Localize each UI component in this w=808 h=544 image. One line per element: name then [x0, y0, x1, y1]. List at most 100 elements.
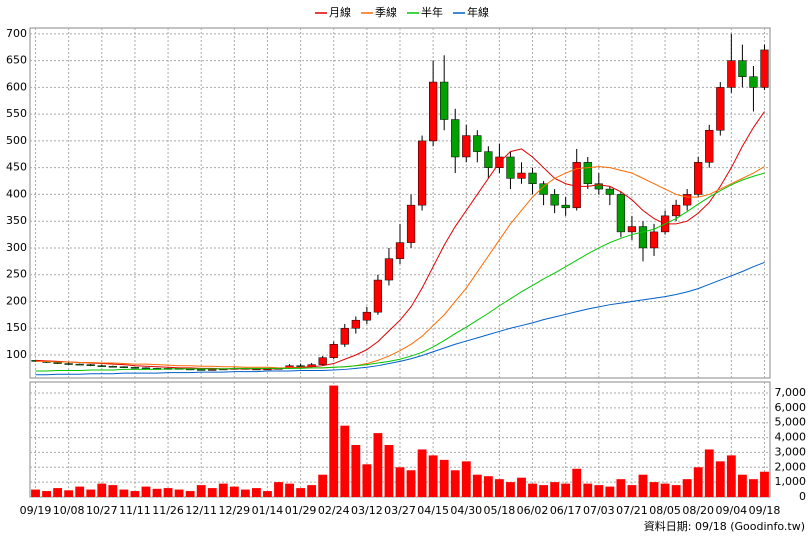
legend-label: 季線 — [375, 5, 397, 19]
volume-bar — [75, 486, 85, 497]
candle-body — [451, 119, 460, 158]
volume-bar — [450, 470, 460, 497]
volume-bar — [329, 385, 339, 497]
legend-label: 月線 — [329, 5, 351, 19]
y-tick-label: 350 — [6, 214, 27, 227]
ma-line — [35, 111, 765, 370]
y2-tick-label: 0 — [799, 490, 806, 503]
x-tick-label: 03/12 — [351, 504, 383, 517]
candle-body — [329, 344, 338, 358]
y-tick-label: 200 — [6, 294, 27, 307]
candle-body — [462, 135, 471, 158]
candle-body — [141, 367, 151, 370]
volume-bar — [594, 485, 604, 497]
x-tick-label: 11/11 — [119, 504, 151, 517]
volume-bar — [439, 459, 449, 497]
volume-bar — [627, 485, 637, 497]
ma-line — [35, 261, 765, 376]
x-tick-label: 11/26 — [152, 504, 184, 517]
x-tick-label: 01/14 — [252, 504, 284, 517]
x-tick-label: 06/02 — [517, 504, 549, 517]
volume-bar — [152, 488, 162, 497]
volume-bar — [274, 482, 283, 497]
volume-bar — [693, 467, 703, 497]
candle-body — [130, 367, 140, 369]
volume-bar — [395, 467, 405, 497]
x-tick-label: 07/21 — [616, 504, 648, 517]
candle-body — [539, 183, 548, 195]
ma-line — [35, 166, 765, 369]
candle-body — [506, 156, 515, 179]
volume-bar — [340, 425, 350, 497]
volume-bar — [583, 483, 593, 497]
candle-body — [417, 140, 427, 206]
candle-body — [605, 188, 614, 195]
volume-bar — [428, 455, 438, 497]
candle-body — [749, 76, 758, 88]
volume-bar — [53, 488, 63, 497]
x-tick-label: 08/05 — [649, 504, 681, 517]
volume-bar — [682, 479, 692, 497]
x-tick-label: 05/18 — [484, 504, 516, 517]
volume-bar — [362, 464, 372, 497]
candle-body — [97, 365, 106, 367]
volume-bar — [550, 482, 560, 497]
x-tick-label: 02/24 — [318, 504, 350, 517]
candle-body — [473, 135, 482, 152]
volume-bar — [296, 488, 306, 497]
y-tick-label: 300 — [6, 241, 27, 254]
candle-body — [550, 194, 559, 206]
volume-bar — [119, 489, 129, 497]
volume-bar — [660, 483, 670, 497]
candle-body — [208, 369, 217, 371]
candle-body — [108, 365, 117, 368]
candle-body — [738, 60, 747, 77]
candle-body — [561, 204, 570, 209]
x-tick-label: 01/29 — [285, 504, 317, 517]
x-tick-label: 12/29 — [218, 504, 250, 517]
volume-bar — [417, 449, 427, 497]
candle-body — [119, 366, 128, 369]
candle-body — [86, 364, 95, 366]
candle-body — [528, 172, 537, 184]
volume-bar — [704, 449, 714, 497]
volume-bar — [196, 485, 206, 497]
x-tick-label: 09/19 — [20, 504, 52, 517]
volume-bar — [307, 485, 317, 497]
y-tick-label: 600 — [6, 80, 27, 93]
candle-body — [373, 279, 383, 313]
volume-bar — [373, 433, 383, 497]
volume-bar — [285, 483, 294, 497]
volume-bar — [472, 474, 482, 497]
legend-label: 半年 — [421, 5, 443, 19]
candle-body — [340, 327, 349, 345]
volume-bar — [737, 474, 747, 497]
volume-bar — [42, 491, 51, 497]
candle-body — [627, 226, 637, 233]
x-tick-label: 07/03 — [583, 504, 615, 517]
candle-body — [727, 60, 736, 88]
volume-bar — [494, 479, 504, 497]
x-tick-label: 10/27 — [86, 504, 118, 517]
candle-body — [716, 87, 725, 131]
candle-body — [705, 129, 714, 163]
x-tick-label: 09/18 — [749, 504, 781, 517]
volume-bar — [528, 483, 537, 497]
candle-body — [484, 151, 493, 168]
candle-body — [594, 183, 603, 190]
candle-body — [296, 365, 305, 368]
y2-tick-label: 3,000 — [775, 445, 807, 458]
volume-bar — [384, 444, 394, 497]
volume-bar — [616, 479, 626, 497]
footnote: 資料日期: 09/18 (Goodinfo.tw) — [644, 519, 805, 533]
volume-bar — [218, 483, 228, 497]
volume-bar — [461, 461, 471, 497]
volume-bar — [561, 483, 571, 497]
y-tick-label: 650 — [6, 54, 27, 67]
volume-bar — [185, 491, 195, 497]
y-tick-label: 550 — [6, 107, 27, 120]
y2-tick-label: 4,000 — [775, 431, 807, 444]
y2-tick-label: 1,000 — [775, 475, 807, 488]
ma-line — [35, 172, 765, 372]
candle-body — [351, 319, 360, 329]
